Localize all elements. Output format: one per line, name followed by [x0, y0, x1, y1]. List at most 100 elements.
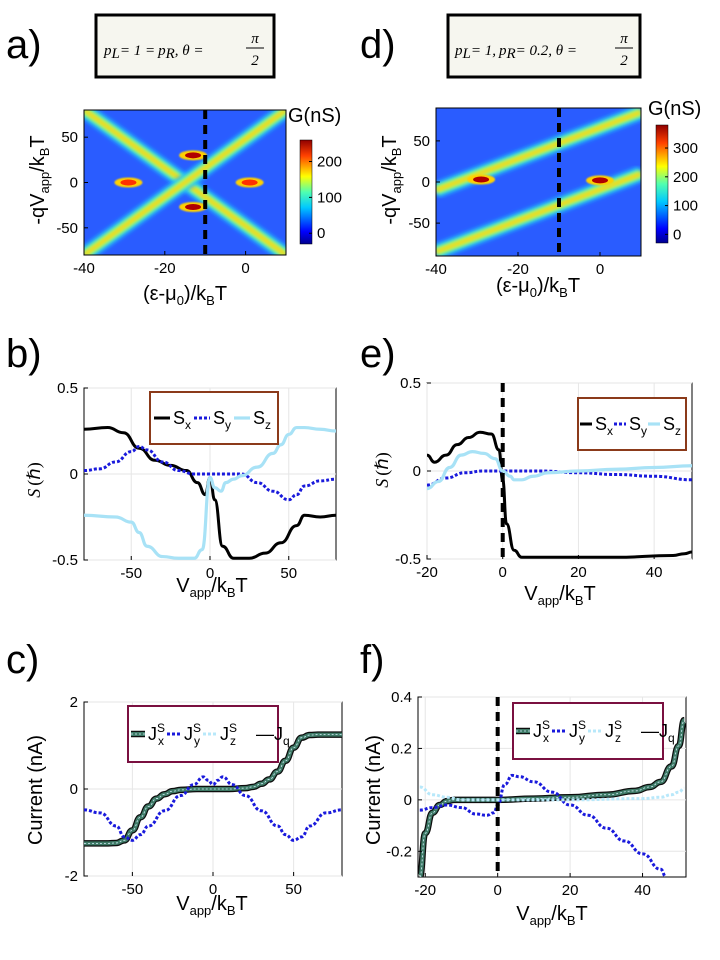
conductance-peak — [185, 152, 202, 159]
heatmap-a — [84, 110, 286, 255]
x-tick-label: -20 — [416, 564, 438, 581]
xlabel-c: Vapp/kBT — [176, 893, 248, 918]
colorbar-tick-label: 200 — [673, 169, 698, 186]
panel-d: pL= 1, pR= 0.2, θ = π 2 -40 -20 0 50 0 -50 (ε-… — [379, 13, 701, 300]
conductance-peak — [120, 179, 137, 186]
legend-entry: Sz — [253, 408, 271, 432]
series-Sz — [84, 425, 336, 560]
ylabel-c: Current (nA) — [25, 735, 47, 845]
x-tick-label: -40 — [73, 260, 95, 277]
legend-entry: JS y — [184, 721, 201, 748]
y-tick-label: 50 — [61, 129, 78, 146]
panel-label-b: b) — [6, 332, 42, 376]
legend-entry: JS z — [605, 718, 622, 745]
x-tick-label: 50 — [285, 881, 302, 898]
series-Jy — [84, 775, 342, 842]
y-tick-label: 0 — [70, 466, 78, 483]
annotation-box-d — [446, 13, 642, 79]
panel-label-a: a) — [6, 23, 42, 67]
heatmap-d-features — [436, 108, 641, 256]
xlabel-d: (ε-μ0)/kBT — [496, 275, 580, 300]
x-tick-label: -50 — [122, 881, 144, 898]
conductance-ridge — [436, 172, 641, 254]
legend-entry: JS z — [220, 721, 237, 748]
colorbar-tick-label: 0 — [317, 225, 325, 242]
x-tick-label: 0 — [241, 260, 249, 277]
heatmap-d — [436, 108, 641, 256]
series-Sz — [427, 450, 692, 491]
y-tick-label: 50 — [413, 133, 430, 150]
panel-c: -50 0 50 2 0 -2 JS x JS y JS z —Jq Vapp/kBT Current… — [25, 694, 343, 918]
ylabel-e: S(ℏ) — [372, 452, 393, 487]
colorbar-tick-label: 0 — [673, 226, 681, 243]
conductance-ridge — [84, 110, 286, 255]
panel-label-f: f) — [360, 638, 384, 682]
ylabel-b: S(ℏ) — [24, 462, 45, 497]
panel-label-e: e) — [360, 332, 396, 376]
x-tick-label: -40 — [425, 261, 447, 278]
series-Jz — [419, 785, 685, 802]
legend-entry: JS x — [148, 721, 165, 748]
x-tick-label: -20 — [507, 261, 529, 278]
y-tick-label: 0 — [70, 781, 78, 798]
colorbar-d — [655, 124, 669, 244]
x-tick-label: 40 — [646, 564, 663, 581]
y-tick-label: 0 — [404, 792, 412, 809]
x-tick-label: 0 — [206, 565, 214, 582]
colorbar-a-title: G(nS) — [288, 105, 341, 127]
series-Sy — [427, 469, 692, 487]
annotation-a-pi: π — [251, 31, 259, 47]
xlabel-f: Vapp/kBT — [516, 903, 588, 928]
panel-b: -50 0 50 0.5 0 -0.5 Sx Sy Sz Vapp/kBT S(ℏ) — [24, 380, 337, 600]
x-tick-label: -20 — [414, 882, 436, 899]
y-tick-label: 0.5 — [400, 375, 421, 392]
x-tick-label: -50 — [120, 565, 142, 582]
panel-f: -20 0 20 40 0.4 0.2 0 -0.2 JS x JS y JS z —Jq Vapp/kB… — [363, 689, 687, 928]
colorbar-tick-label: 100 — [673, 198, 698, 215]
heatmap-a-features — [84, 110, 286, 255]
annotation-a-two: 2 — [251, 53, 259, 69]
xlabel-e: Vapp/kBT — [524, 583, 596, 608]
x-tick-label: 0 — [499, 564, 507, 581]
y-tick-label: 0 — [413, 463, 421, 480]
panel-e: -20 0 20 40 0.5 0 -0.5 Sx Sy Sz Vapp/kBT S(ℏ) — [372, 375, 693, 608]
xlabel-b: Vapp/kBT — [176, 575, 248, 600]
annotation-box-a — [94, 13, 276, 79]
legend-entry: —Jq — [641, 721, 675, 745]
annotation-d: pL= 1, pR= 0.2, θ = — [454, 43, 577, 62]
ylabel-d: -qVapp/kBT — [379, 135, 404, 224]
series-Jx — [84, 734, 342, 844]
legend-entry: Sz — [663, 414, 681, 438]
x-tick-label: 0 — [596, 261, 604, 278]
y-tick-label: -50 — [408, 215, 430, 232]
annotation-d-two: 2 — [620, 53, 628, 69]
y-tick-label: 0 — [422, 174, 430, 191]
series-Sx — [84, 426, 336, 560]
legend-entry: JS x — [533, 718, 550, 745]
ylabel-f: Current (nA) — [363, 735, 385, 845]
y-tick-label: 2 — [70, 694, 78, 711]
y-tick-label: -0.5 — [52, 552, 78, 569]
colorbar-tick-label: 300 — [673, 140, 698, 157]
series-Jx — [419, 719, 685, 877]
annotation-a: pL= 1 = pR, θ = — [103, 43, 204, 62]
colorbar-a — [299, 139, 313, 245]
panel-label-c: c) — [6, 638, 39, 682]
x-tick-label: 20 — [562, 882, 579, 899]
y-tick-label: 0.4 — [391, 689, 412, 706]
legend-entry: Sx — [173, 408, 191, 432]
panel-a: pL= 1 = pR, θ = π 2 -40 -20 0 50 0 -50 (ε-μ0)/… — [27, 13, 342, 308]
xlabel-a: (ε-μ0)/kBT — [143, 283, 227, 308]
ylabel-a: -qVapp/kBT — [27, 135, 52, 224]
colorbar-tick-label: 200 — [317, 154, 342, 171]
y-tick-label: -50 — [56, 220, 78, 237]
legend-e — [577, 397, 687, 451]
x-tick-label: 0 — [209, 881, 217, 898]
y-tick-label: -2 — [65, 868, 78, 885]
legend-entry: Sy — [213, 408, 231, 432]
annotation-d-pi: π — [620, 31, 628, 47]
panel-label-d: d) — [360, 23, 396, 67]
x-tick-label: 40 — [634, 882, 651, 899]
conductance-peak — [241, 179, 258, 186]
